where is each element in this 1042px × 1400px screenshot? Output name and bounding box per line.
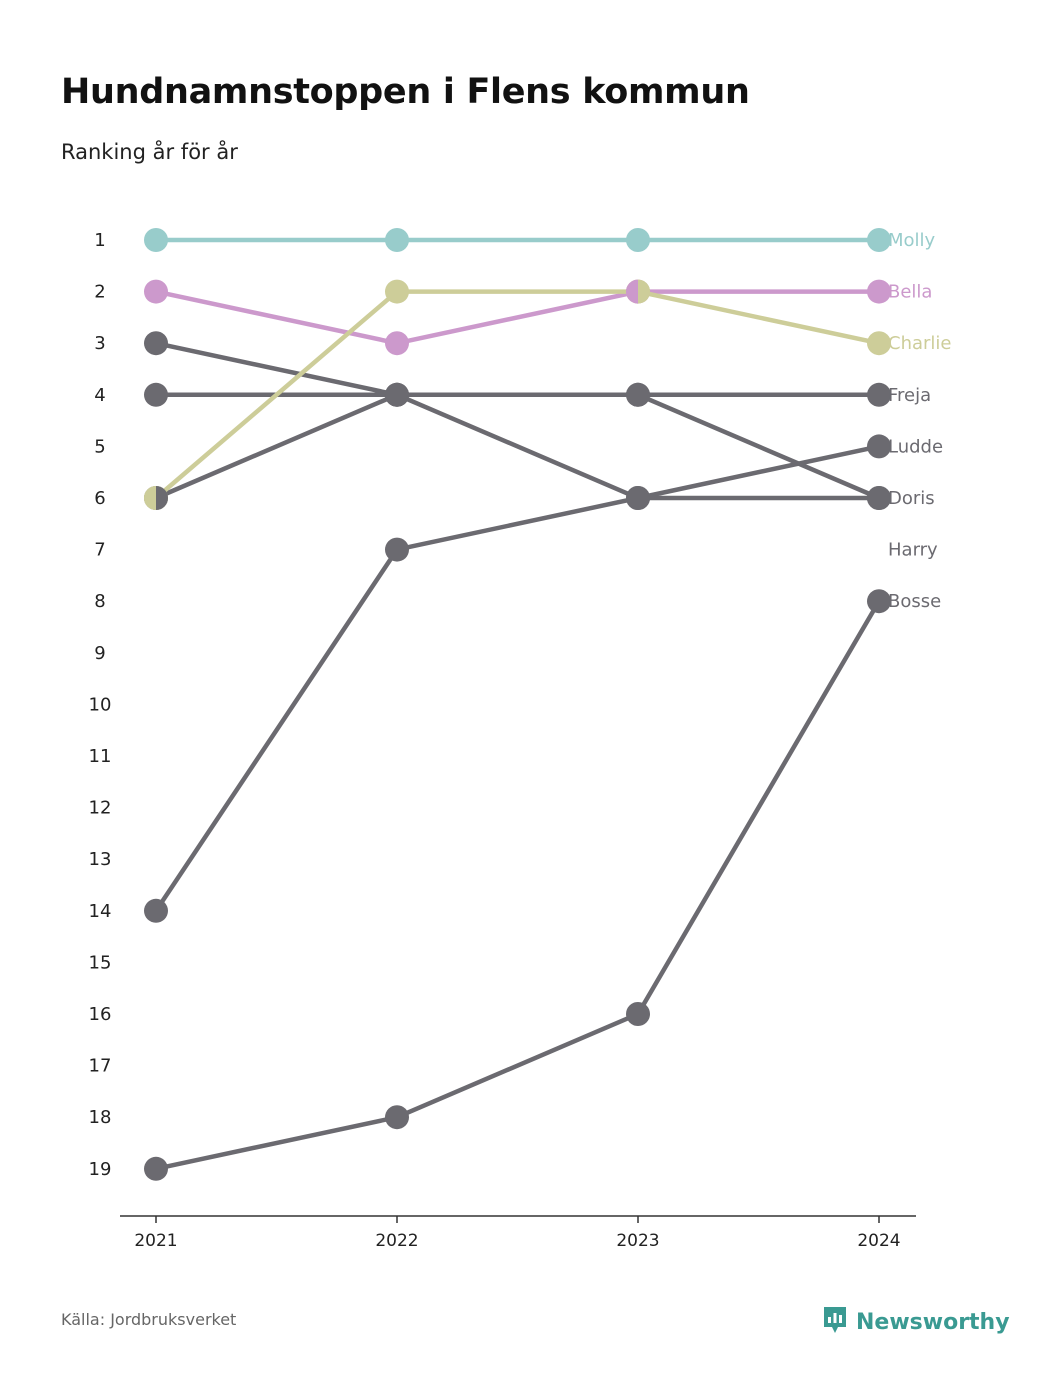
- point-bosse: [385, 1105, 409, 1130]
- end-label-doris: Doris: [888, 488, 935, 509]
- end-label-harry: Harry: [888, 540, 938, 561]
- x-tick-label: 2022: [375, 1231, 418, 1251]
- point-bella: [144, 279, 168, 304]
- x-tick-label: 2024: [857, 1231, 900, 1251]
- series-line-bella: [155, 289, 879, 346]
- series-line-charlie: [154, 289, 880, 500]
- y-tick-label: 3: [94, 333, 105, 354]
- point-molly: [867, 228, 891, 252]
- point-bosse: [144, 1156, 168, 1181]
- point-bosse: [626, 1002, 650, 1026]
- series-line-bosse: [155, 600, 881, 1172]
- y-tick-label: 5: [94, 436, 105, 457]
- point-doris: [144, 331, 168, 356]
- split-point-left: [144, 486, 156, 510]
- point-freja: [144, 382, 168, 407]
- end-label-charlie: Charlie: [888, 333, 951, 354]
- point-ludde: [144, 898, 168, 923]
- y-tick-label: 12: [89, 798, 112, 819]
- split-point-right: [638, 279, 650, 304]
- end-label-ludde: Ludde: [888, 436, 943, 457]
- x-tick-label: 2021: [134, 1231, 177, 1251]
- point-charlie: [385, 279, 409, 304]
- y-tick-label: 18: [89, 1107, 112, 1128]
- point-bosse: [867, 589, 891, 614]
- point-freja: [867, 382, 891, 407]
- brand-name: Newsworthy: [856, 1309, 1010, 1335]
- point-molly: [144, 228, 168, 252]
- y-tick-label: 7: [94, 540, 105, 561]
- y-tick-label: 13: [89, 849, 112, 870]
- y-tick-label: 8: [94, 591, 105, 612]
- y-tick-label: 11: [89, 746, 112, 767]
- y-tick-label: 17: [89, 1056, 112, 1077]
- end-label-freja: Freja: [888, 385, 931, 406]
- y-tick-label: 10: [89, 694, 112, 715]
- x-tick-label: 2023: [616, 1231, 659, 1251]
- y-tick-label: 9: [94, 643, 105, 664]
- point-ludde: [867, 434, 891, 459]
- y-tick-label: 14: [89, 901, 112, 922]
- chart-title: Hundnamnstoppen i Flens kommun: [61, 72, 750, 112]
- y-tick-label: 2: [94, 282, 105, 303]
- source-note: Källa: Jordbruksverket: [61, 1310, 237, 1329]
- point-doris: [626, 486, 650, 510]
- y-tick-label: 4: [94, 385, 105, 406]
- y-tick-label: 6: [94, 488, 105, 509]
- chart-subtitle: Ranking år för år: [61, 140, 238, 164]
- point-harry: [385, 382, 409, 407]
- point-bella: [385, 331, 409, 356]
- point-ludde: [385, 537, 409, 562]
- series-line-ludde: [154, 444, 880, 913]
- newsworthy-logo-icon: [822, 1305, 848, 1339]
- end-label-molly: Molly: [888, 230, 936, 251]
- end-label-bosse: Bosse: [888, 591, 941, 612]
- series-line-doris: [155, 340, 879, 501]
- y-tick-label: 19: [89, 1159, 112, 1180]
- series-line-harry: [155, 392, 880, 501]
- end-label-bella: Bella: [888, 282, 932, 303]
- point-harry: [867, 486, 891, 510]
- point-bella: [867, 279, 891, 304]
- point-molly: [385, 228, 409, 252]
- point-molly: [626, 228, 650, 252]
- y-tick-label: 1: [94, 230, 105, 251]
- point-harry: [626, 382, 650, 407]
- split-point-right: [156, 486, 168, 510]
- split-point-left: [626, 279, 638, 304]
- brand-logo[interactable]: Newsworthy: [822, 1305, 1010, 1339]
- y-tick-label: 15: [89, 952, 112, 973]
- point-charlie: [867, 331, 891, 356]
- y-tick-label: 16: [89, 1004, 112, 1025]
